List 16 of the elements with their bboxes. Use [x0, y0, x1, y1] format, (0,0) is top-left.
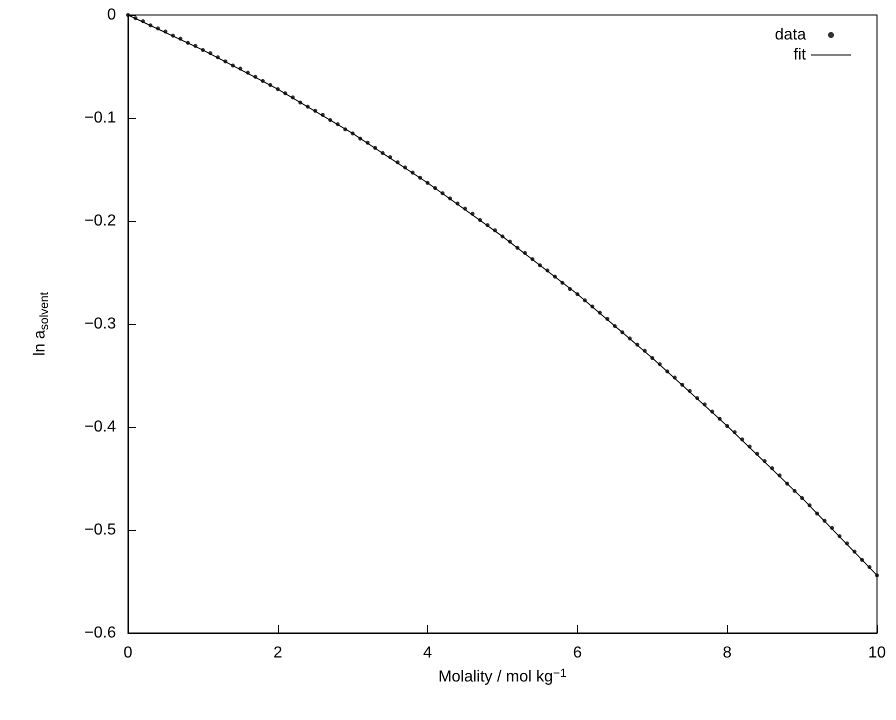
x-tick-label: 6 [572, 644, 582, 662]
x-tick-label: 2 [273, 644, 282, 662]
y-tick-label: −0.2 [84, 212, 116, 230]
y-tick-label: −0.5 [84, 522, 116, 538]
y-tick-label: −0.4 [84, 418, 116, 436]
y-axis-title: ln asolvent [32, 291, 51, 356]
y-tick-label: 0 [107, 6, 116, 24]
legend-label: data [774, 26, 806, 44]
y-tick-label: −0.6 [84, 624, 116, 642]
y-tick-label: −0.3 [84, 316, 116, 332]
x-tick-label: 4 [423, 644, 432, 662]
y-tick-label: −0.1 [84, 110, 116, 126]
legend-label: fit [794, 46, 807, 64]
x-tick-label: 0 [124, 644, 133, 662]
x-tick-label: 10 [868, 644, 886, 662]
x-tick-label: 8 [722, 644, 732, 662]
